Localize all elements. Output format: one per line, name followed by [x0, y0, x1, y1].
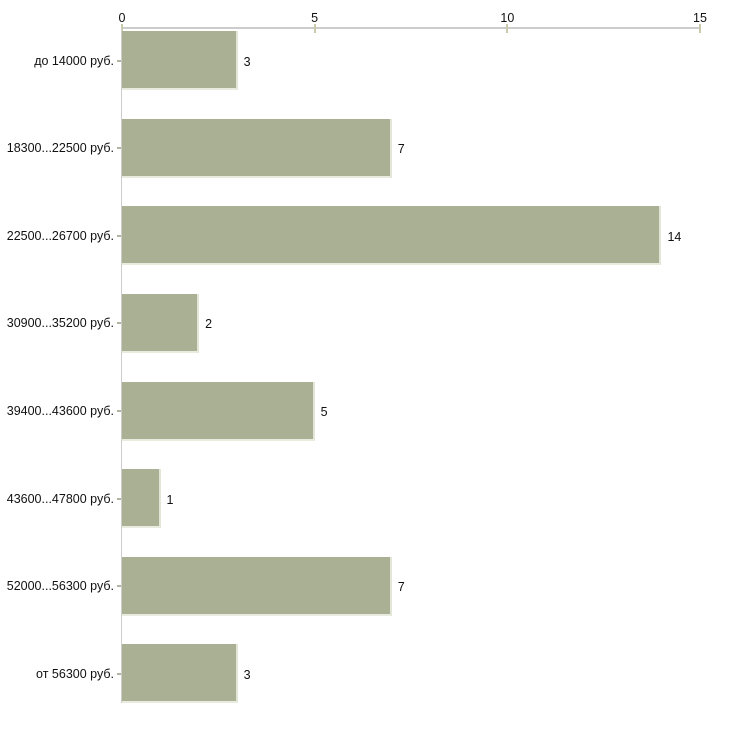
bar-track: 3: [122, 642, 700, 705]
y-axis-line: [121, 29, 122, 703]
category-label-cell: 39400...43600 руб.: [0, 380, 122, 443]
value-label: 3: [243, 667, 251, 682]
x-axis-line: [121, 27, 700, 29]
category-label: 39400...43600 руб.: [6, 404, 114, 418]
x-axis-tick-mark: [313, 24, 316, 33]
bar-row: 39400...43600 руб. 5: [0, 380, 730, 468]
bar: [122, 31, 238, 90]
category-tick-mark: [117, 672, 121, 675]
category-label-cell: 43600...47800 руб.: [0, 467, 122, 530]
value-label: 14: [667, 229, 682, 244]
bar-row: 52000...56300 руб. 7: [0, 555, 730, 643]
x-axis-tick-label: 10: [500, 11, 515, 25]
bar-track: 7: [122, 555, 700, 618]
bar-track: 7: [122, 117, 700, 180]
value-label: 7: [397, 580, 405, 595]
value-label: 7: [397, 142, 405, 157]
category-tick-mark: [117, 147, 121, 150]
x-axis-tick-label: 5: [311, 11, 319, 25]
bar-track: 5: [122, 380, 700, 443]
category-label-cell: 52000...56300 руб.: [0, 555, 122, 618]
bar-row: 18300...22500 руб. 7: [0, 117, 730, 205]
category-label: 30900...35200 руб.: [6, 316, 114, 331]
bar-row: 43600...47800 руб. 1: [0, 467, 730, 555]
category-label-cell: 30900...35200 руб.: [0, 292, 122, 355]
category-tick-mark: [117, 59, 121, 62]
value-label: 3: [243, 54, 251, 69]
bar-track: 14: [122, 204, 700, 267]
chart-plot-area: до 14000 руб. 3 18300...22500 руб. 7 225…: [0, 29, 730, 730]
category-label-cell: до 14000 руб.: [0, 29, 122, 92]
category-label-cell: от 56300 руб.: [0, 642, 122, 705]
category-label: 22500...26700 руб.: [6, 228, 114, 243]
x-axis-tick-mark: [121, 24, 123, 33]
value-label: 5: [320, 405, 328, 419]
x-axis-tick-mark: [699, 24, 701, 33]
bar-row: до 14000 руб. 3: [0, 29, 730, 117]
category-tick-mark: [117, 497, 121, 500]
bar: [122, 118, 392, 178]
category-label: до 14000 руб.: [34, 53, 114, 68]
category-tick-mark: [117, 585, 121, 588]
bar-track: 2: [122, 292, 700, 355]
category-tick-mark: [117, 234, 121, 237]
value-label: 2: [205, 317, 213, 332]
bar-track: 1: [122, 467, 700, 530]
category-tick-mark: [117, 322, 121, 325]
bar: [122, 381, 315, 441]
bar-track: 3: [122, 29, 700, 92]
bar: [122, 293, 200, 353]
category-tick-mark: [117, 410, 121, 412]
category-label-cell: 22500...26700 руб.: [0, 204, 122, 267]
bar: [122, 469, 161, 529]
category-label: от 56300 руб.: [36, 666, 114, 681]
bar: [122, 206, 662, 266]
bar: [122, 644, 238, 704]
x-axis-tick-label: 0: [118, 11, 126, 25]
bar-row: от 56300 руб. 3: [0, 642, 730, 730]
bar-row: 22500...26700 руб. 14: [0, 204, 730, 292]
bar: [122, 556, 392, 616]
x-axis-tick-mark: [506, 24, 509, 33]
category-label: 52000...56300 руб.: [6, 579, 114, 594]
bar-row: 30900...35200 руб. 2: [0, 292, 730, 380]
x-axis: 0 5 10 15: [118, 0, 707, 33]
category-label: 43600...47800 руб.: [6, 491, 114, 506]
value-label: 1: [166, 492, 174, 507]
category-label: 18300...22500 руб.: [6, 141, 114, 156]
category-label-cell: 18300...22500 руб.: [0, 117, 122, 180]
x-axis-tick-label: 15: [693, 11, 707, 25]
